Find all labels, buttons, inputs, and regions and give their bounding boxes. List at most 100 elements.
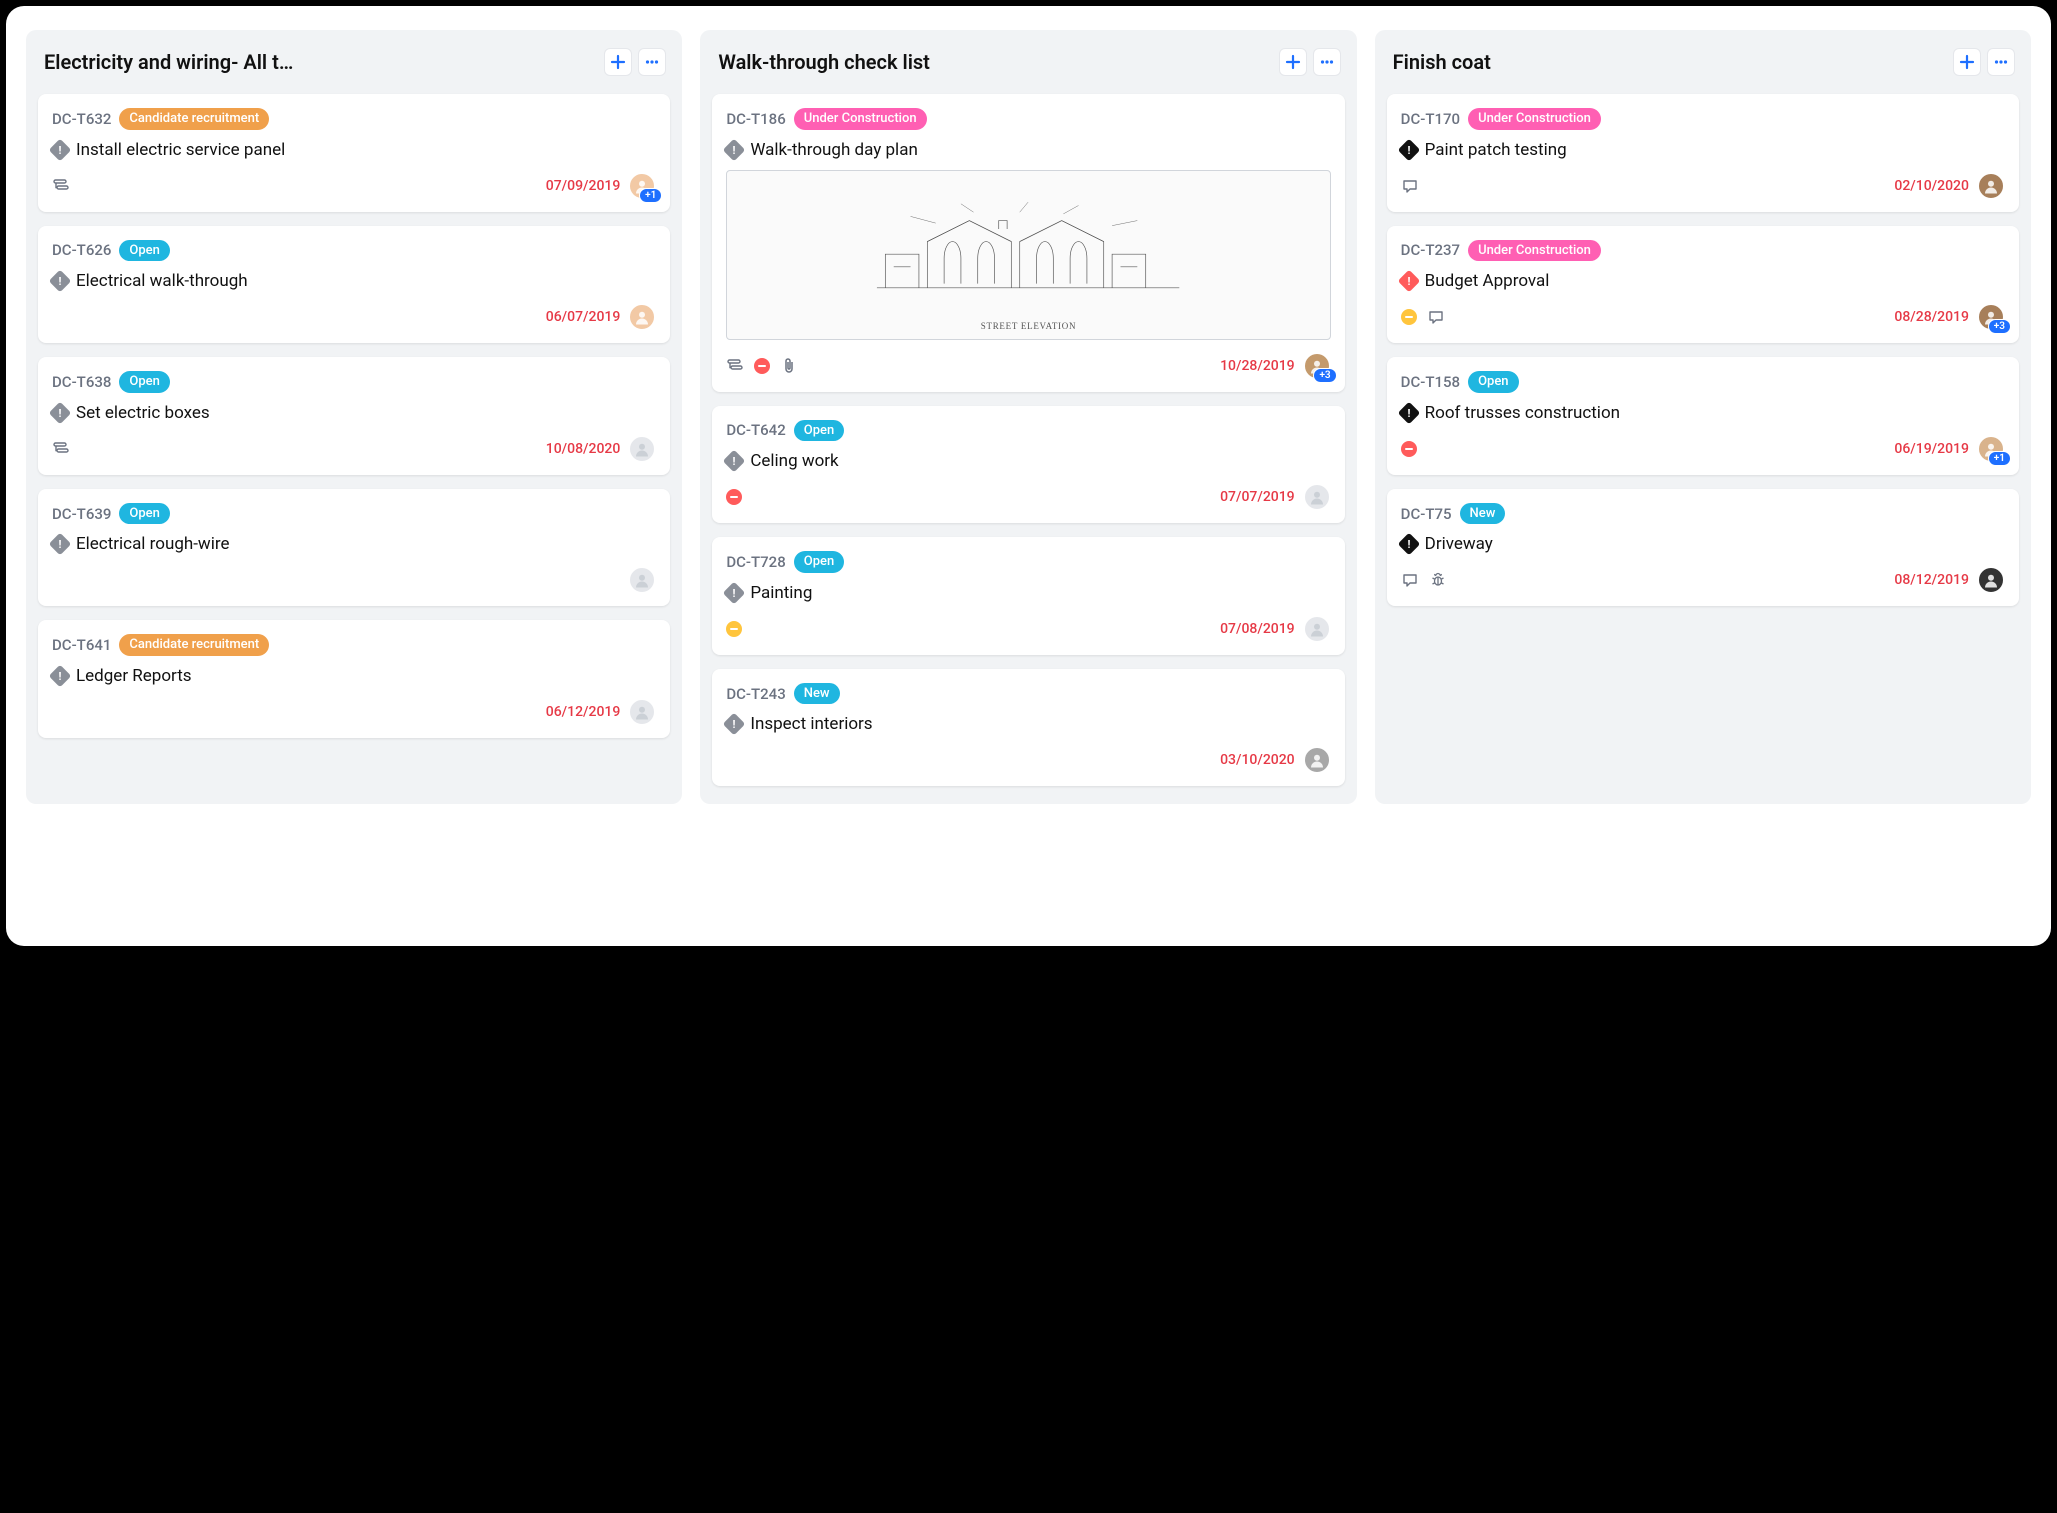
assignee-avatar[interactable]: +1 xyxy=(628,172,656,200)
priority-icon: ! xyxy=(723,581,746,604)
comment-icon xyxy=(1427,308,1445,326)
task-card[interactable]: DC-T728Open!Painting07/08/2019 xyxy=(712,537,1344,655)
column-title: Electricity and wiring- All ta… xyxy=(44,50,304,74)
column-menu-button[interactable] xyxy=(1313,48,1341,76)
due-date: 06/19/2019 xyxy=(1894,441,1969,457)
due-date: 07/08/2019 xyxy=(1220,621,1295,637)
card-title-row: !Celing work xyxy=(726,451,1330,471)
card-title: Inspect interiors xyxy=(750,714,872,734)
blocker-dot-icon xyxy=(754,358,770,374)
task-card[interactable]: DC-T626Open!Electrical walk-through06/07… xyxy=(38,226,670,344)
assignee-avatar[interactable]: +3 xyxy=(1977,303,2005,331)
task-card[interactable]: DC-T75New!Driveway08/12/2019 xyxy=(1387,489,2019,607)
card-meta-row: DC-T728Open xyxy=(726,551,1330,573)
card-meta-row: DC-T186 Under Construction xyxy=(726,108,1330,130)
task-card[interactable]: DC-T632 Candidate recruitment !Install ele… xyxy=(38,94,670,212)
task-card[interactable]: DC-T641Candidate recruitment!Ledger Repo… xyxy=(38,620,670,738)
thumbnail-caption: STREET ELEVATION xyxy=(727,321,1329,331)
task-card[interactable]: DC-T158Open!Roof trusses construction06/… xyxy=(1387,357,2019,475)
card-title-row: !Walk-through day plan xyxy=(726,140,1330,160)
priority-icon: ! xyxy=(1397,138,1420,161)
card-meta-row: DC-T632 Candidate recruitment xyxy=(52,108,656,130)
add-card-button[interactable] xyxy=(604,48,632,76)
priority-icon: ! xyxy=(1397,533,1420,556)
card-meta-row: DC-T642Open xyxy=(726,420,1330,442)
status-tag: Under Construction xyxy=(1468,108,1601,130)
card-id: DC-T237 xyxy=(1401,241,1460,259)
assignee-count-badge: +3 xyxy=(1313,368,1336,383)
status-tag: Open xyxy=(119,503,169,525)
add-card-button[interactable] xyxy=(1279,48,1307,76)
task-card[interactable]: DC-T237 Under Construction !Budget Approva… xyxy=(1387,226,2019,344)
column-title: Finish coat xyxy=(1393,50,1491,74)
board-frame: Electricity and wiring- All ta… DC-T632 Ca… xyxy=(6,6,2051,946)
status-tag: Under Construction xyxy=(794,108,927,130)
assignee-avatar[interactable] xyxy=(1977,172,2005,200)
task-card[interactable]: DC-T186Under Construction!Walk-through d… xyxy=(712,94,1344,392)
card-footer xyxy=(52,566,656,594)
assignee-avatar[interactable] xyxy=(1303,615,1331,643)
card-meta-row: DC-T638Open xyxy=(52,371,656,393)
card-id: DC-T638 xyxy=(52,373,111,391)
card-title: Celing work xyxy=(750,451,838,471)
card-id: DC-T186 xyxy=(726,110,785,128)
card-title-row: !Roof trusses construction xyxy=(1401,403,2005,423)
card-id: DC-T632 xyxy=(52,110,111,128)
card-title: Install electric service panel xyxy=(76,140,285,160)
status-tag: Candidate recruitment xyxy=(119,108,269,130)
column-menu-button[interactable] xyxy=(1987,48,2015,76)
card-meta-row: DC-T237 Under Construction xyxy=(1401,240,2005,262)
card-title-row: !Painting xyxy=(726,583,1330,603)
comment-icon xyxy=(1401,177,1419,195)
assignee-avatar[interactable] xyxy=(628,435,656,463)
card-id: DC-T641 xyxy=(52,636,111,654)
attachment-thumbnail[interactable]: STREET ELEVATION xyxy=(726,170,1330,340)
warning-dot-icon xyxy=(726,621,742,637)
status-tag: Under Construction xyxy=(1468,240,1601,262)
card-title: Painting xyxy=(750,583,812,603)
column-header: Finish coat xyxy=(1387,42,2019,80)
assignee-avatar[interactable] xyxy=(1303,483,1331,511)
card-title-row: !Electrical walk-through xyxy=(52,271,656,291)
subtask-icon xyxy=(726,357,744,375)
card-title-row: !Set electric boxes xyxy=(52,403,656,423)
card-title: Electrical walk-through xyxy=(76,271,248,291)
assignee-avatar[interactable] xyxy=(628,303,656,331)
card-id: DC-T642 xyxy=(726,421,785,439)
card-footer: 03/10/2020 xyxy=(726,746,1330,774)
assignee-avatar[interactable] xyxy=(628,566,656,594)
status-tag: Open xyxy=(1468,371,1518,393)
status-tag: Open xyxy=(119,240,169,262)
card-meta-row: DC-T641Candidate recruitment xyxy=(52,634,656,656)
priority-icon: ! xyxy=(1397,270,1420,293)
task-card[interactable]: DC-T639Open!Electrical rough-wire xyxy=(38,489,670,607)
assignee-avatar[interactable] xyxy=(1977,566,2005,594)
priority-icon: ! xyxy=(723,713,746,736)
task-card[interactable]: DC-T170Under Construction!Paint patch te… xyxy=(1387,94,2019,212)
due-date: 07/09/2019 xyxy=(546,178,621,194)
card-footer: 08/12/2019 xyxy=(1401,566,2005,594)
comment-icon xyxy=(1401,571,1419,589)
column-menu-button[interactable] xyxy=(638,48,666,76)
card-title-row: !Install electric service panel xyxy=(52,140,656,160)
assignee-avatar[interactable]: +1 xyxy=(1977,435,2005,463)
subtask-icon xyxy=(52,177,70,195)
assignee-avatar[interactable] xyxy=(1303,746,1331,774)
due-date: 07/07/2019 xyxy=(1220,489,1295,505)
assignee-count-badge: +1 xyxy=(1988,451,2011,466)
card-title: Walk-through day plan xyxy=(750,140,918,160)
task-card[interactable]: DC-T638Open!Set electric boxes10/08/2020 xyxy=(38,357,670,475)
card-title-row: !Budget Approval xyxy=(1401,271,2005,291)
warning-dot-icon xyxy=(1401,309,1417,325)
priority-icon: ! xyxy=(49,270,72,293)
assignee-avatar[interactable] xyxy=(628,698,656,726)
task-card[interactable]: DC-T243New!Inspect interiors03/10/2020 xyxy=(712,669,1344,787)
due-date: 08/12/2019 xyxy=(1894,572,1969,588)
task-card[interactable]: DC-T642Open !Celing work 07/07/2019 xyxy=(712,406,1344,524)
assignee-avatar[interactable]: +3 xyxy=(1303,352,1331,380)
subtask-icon xyxy=(52,440,70,458)
status-tag: New xyxy=(1460,503,1506,525)
add-card-button[interactable] xyxy=(1953,48,1981,76)
priority-icon: ! xyxy=(723,138,746,161)
priority-icon: ! xyxy=(49,401,72,424)
